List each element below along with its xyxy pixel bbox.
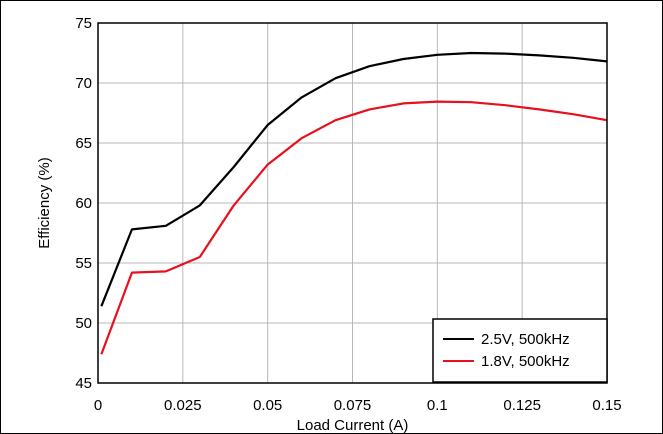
x-axis-ticks: 0 0.025 0.05 0.075 0.1 0.125 0.15	[94, 397, 622, 414]
x-tick-label: 0.125	[503, 397, 541, 414]
plot-area-frame	[97, 22, 608, 384]
series-line-0	[100, 51, 608, 307]
legend-label-2-5v: 2.5V, 500kHz	[481, 331, 570, 348]
plot-series	[100, 51, 608, 355]
x-tick-label: 0.05	[253, 397, 282, 414]
y-tick-label: 60	[75, 195, 92, 212]
y-axis-label: Efficiency (%)	[36, 157, 53, 248]
series-line-1	[100, 100, 608, 355]
legend: 2.5V, 500kHz 1.8V, 500kHz	[432, 318, 608, 383]
x-tick-label: 0.15	[592, 397, 621, 414]
x-tick-label: 0	[94, 397, 102, 414]
x-axis-label: Load Current (A)	[297, 417, 409, 434]
y-axis-ticks: 45 50 55 60 65 70 75	[75, 15, 92, 392]
x-tick-label: 0.1	[427, 397, 448, 414]
y-tick-label: 55	[75, 255, 92, 272]
y-tick-label: 50	[75, 315, 92, 332]
x-tick-label: 0.025	[164, 397, 202, 414]
y-tick-label: 45	[75, 375, 92, 392]
legend-box	[432, 318, 608, 383]
y-tick-label: 70	[75, 75, 92, 92]
y-tick-label: 75	[75, 15, 92, 32]
y-tick-label: 65	[75, 135, 92, 152]
legend-label-1-8v: 1.8V, 500kHz	[481, 353, 570, 370]
x-tick-label: 0.075	[334, 397, 372, 414]
